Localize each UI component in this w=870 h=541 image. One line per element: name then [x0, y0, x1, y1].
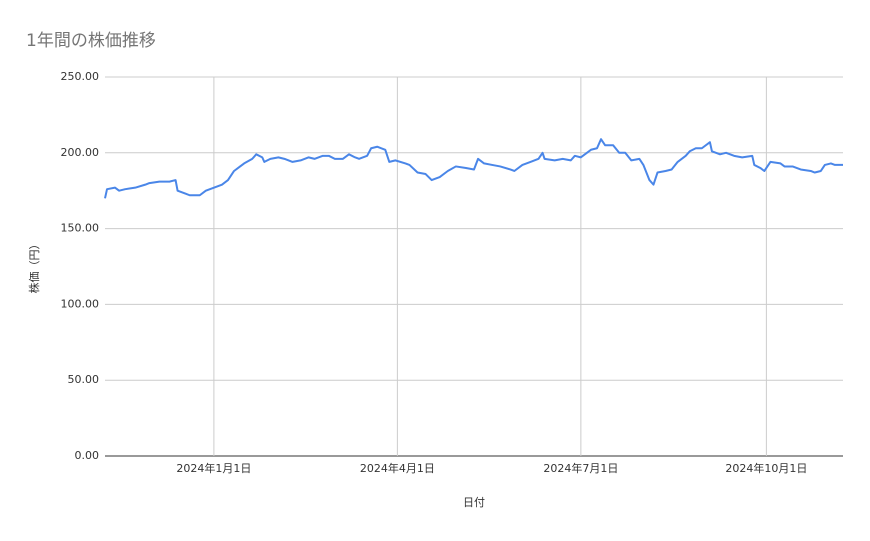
line-series: [104, 138, 843, 199]
y-tick-label: 150.00: [61, 222, 100, 235]
y-tick-label: 50.00: [68, 373, 100, 386]
x-axis-label: 日付: [463, 496, 485, 509]
y-axis-label: 株価（円）: [27, 239, 41, 294]
x-tick-label: 2024年7月1日: [543, 461, 618, 475]
y-tick-label: 200.00: [61, 146, 100, 159]
y-tick-label: 100.00: [61, 297, 100, 310]
x-tick-label: 2024年10月1日: [725, 461, 807, 475]
chart-title: 1年間の株価推移: [26, 31, 156, 51]
x-tick-label: 2024年1月1日: [176, 461, 251, 475]
y-tick-label: 250.00: [61, 70, 100, 83]
y-tick-label: 0.00: [75, 449, 100, 462]
x-tick-label: 2024年4月1日: [360, 461, 435, 475]
